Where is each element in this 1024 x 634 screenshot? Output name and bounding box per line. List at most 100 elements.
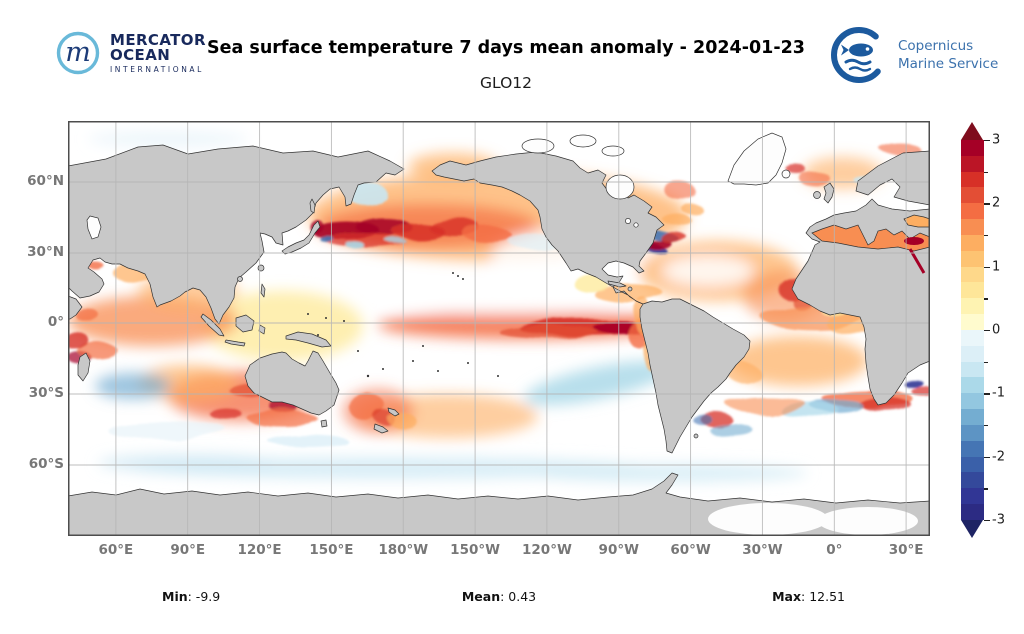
mercator-logo-text: MERCATOR OCEAN INTERNATIONAL (110, 33, 206, 74)
anomaly-field (68, 121, 930, 536)
colorbar-segment (961, 488, 984, 504)
stat-max: Max: 12.51 (772, 589, 845, 604)
copernicus-line2: Marine Service (898, 55, 998, 73)
land-tasmania (321, 420, 327, 427)
colorbar-segment (961, 393, 984, 409)
x-axis-tick-label: 30°W (742, 542, 782, 558)
x-axis-tick-label: 30°E (889, 542, 924, 558)
land-hispaniola (628, 287, 632, 291)
colorbar-segment (961, 314, 984, 330)
colorbar-tick-mark (984, 520, 990, 521)
colorbar-segment (961, 203, 984, 219)
colorbar (961, 122, 984, 538)
antarctic-ice (708, 503, 828, 535)
y-axis-tick-label: 60°S (2, 456, 64, 472)
colorbar-tick-mark (984, 203, 990, 204)
page-title: Sea surface temperature 7 days mean anom… (207, 38, 805, 58)
copernicus-logo: Copernicus Marine Service (828, 24, 998, 86)
copernicus-fish-icon (828, 24, 890, 86)
mercator-name2: OCEAN (110, 48, 206, 63)
colorbar-segment (961, 235, 984, 251)
colorbar-tick-mark (984, 330, 990, 331)
y-axis-tick-label: 30°N (2, 244, 64, 260)
map-area: 60°N30°N0°30°S60°S 60°E90°E120°E150°E180… (68, 121, 930, 536)
stat-label: Min (162, 589, 188, 604)
colorbar-tick-label: 3 (992, 133, 1000, 148)
arctic-island (522, 139, 554, 153)
stat-mean: Mean: 0.43 (462, 589, 536, 604)
colorbar-segment (961, 298, 984, 314)
sst-anomaly-figure: m MERCATOR OCEAN INTERNATIONAL Sea surfa… (0, 0, 1024, 634)
map-canvas (68, 121, 930, 536)
arctic-island (570, 135, 596, 147)
colorbar-segment (961, 156, 984, 172)
colorbar-tick-mark (984, 425, 988, 426)
y-axis-tick-label: 0° (2, 314, 64, 330)
colorbar-tick-label: -3 (992, 512, 1005, 527)
colorbar-tick-label: 2 (992, 196, 1000, 211)
stat-value: : 12.51 (801, 589, 845, 604)
colorbar-segment (961, 282, 984, 298)
stat-value: : 0.43 (500, 589, 536, 604)
colorbar-segment (961, 441, 984, 457)
x-axis-tick-label: 0° (826, 542, 842, 558)
colorbar-segment (961, 504, 984, 520)
colorbar-tick-mark (984, 140, 990, 141)
colorbar-segment (961, 251, 984, 267)
arctic-island (602, 146, 624, 156)
colorbar-tick-mark (984, 267, 990, 268)
mercator-tagline: INTERNATIONAL (110, 66, 206, 74)
x-axis-tick-label: 150°W (450, 542, 500, 558)
x-axis-tick-label: 60°E (99, 542, 134, 558)
x-axis-tick-label: 180°W (378, 542, 428, 558)
stat-label: Max (772, 589, 801, 604)
mercator-ocean-logo: m MERCATOR OCEAN INTERNATIONAL (55, 30, 206, 76)
colorbar-segments (961, 140, 984, 520)
copernicus-logo-text: Copernicus Marine Service (898, 37, 998, 73)
x-axis-tick-label: 120°E (238, 542, 282, 558)
colorbar-segment (961, 187, 984, 203)
colorbar-segment (961, 457, 984, 473)
colorbar-segment (961, 377, 984, 393)
x-axis-tick-label: 120°W (522, 542, 572, 558)
colorbar-tick-mark (984, 298, 988, 299)
colorbar-tick-mark (984, 393, 990, 394)
x-axis-tick-label: 150°E (309, 542, 353, 558)
colorbar-segment (961, 330, 984, 346)
colorbar-tick-label: 0 (992, 322, 1000, 337)
colorbar-segment (961, 409, 984, 425)
stat-label: Mean (462, 589, 500, 604)
colorbar-under-arrow (961, 520, 983, 538)
colorbar-segment (961, 425, 984, 441)
colorbar-segment (961, 140, 984, 156)
great-lake (634, 223, 638, 227)
colorbar-segment (961, 219, 984, 235)
colorbar-segment (961, 267, 984, 283)
mediterranean-warm-spot (904, 237, 924, 245)
colorbar-tick-mark (984, 488, 988, 489)
colorbar-tick-mark (984, 235, 988, 236)
mercator-monogram-letter: m (65, 37, 91, 68)
stat-min: Min: -9.9 (162, 589, 220, 604)
y-axis-tick-label: 30°S (2, 385, 64, 401)
colorbar-over-arrow (961, 122, 983, 140)
colorbar-tick-mark (984, 457, 990, 458)
x-axis-tick-label: 90°E (170, 542, 205, 558)
x-axis-tick-label: 60°W (670, 542, 710, 558)
colorbar-tick-label: -2 (992, 449, 1005, 464)
land-ireland (814, 192, 821, 199)
great-lake (625, 218, 630, 223)
colorbar-tick-label: 1 (992, 259, 1000, 274)
colorbar-segment (961, 472, 984, 488)
colorbar-tick-label: -1 (992, 386, 1005, 401)
hudson-bay (606, 175, 634, 199)
colorbar-segment (961, 172, 984, 188)
colorbar-segment (961, 362, 984, 378)
land-taiwan (258, 265, 264, 271)
y-axis-tick-label: 60°N (2, 173, 64, 189)
copernicus-line1: Copernicus (898, 37, 998, 55)
colorbar-tick-mark (984, 362, 988, 363)
land-iceland (782, 170, 790, 178)
x-axis-tick-label: 90°W (599, 542, 639, 558)
land-hainan (238, 277, 243, 282)
